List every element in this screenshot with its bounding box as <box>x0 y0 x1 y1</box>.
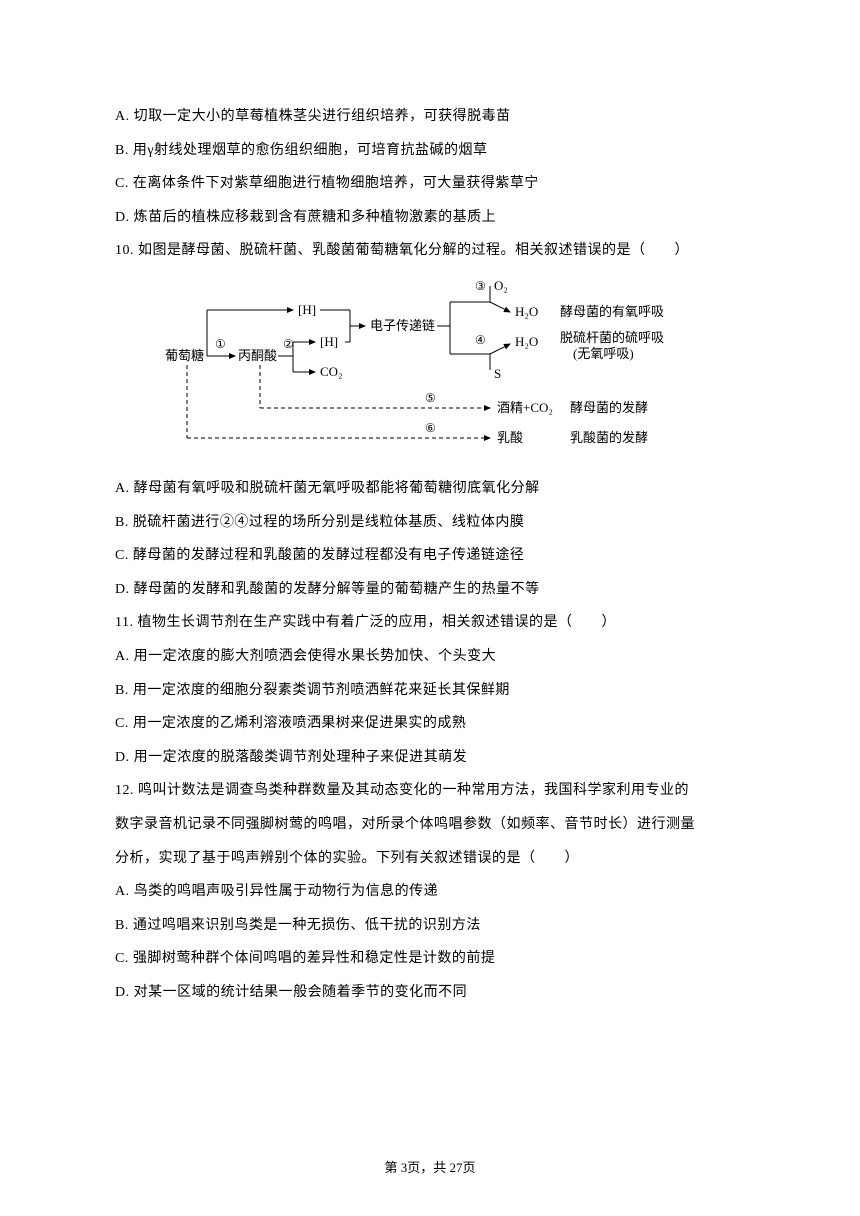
q11-stem: 11. 植物生长调节剂在生产实践中有着广泛的应用，相关叙述错误的是（ ） <box>115 606 745 640</box>
label-lactic: 乳酸 <box>497 430 523 445</box>
label-h2o-2: H₂O <box>515 334 538 349</box>
q9-option-b: B. 用γ射线处理烟草的愈伤组织细胞，可培育抗盐碱的烟草 <box>115 134 745 168</box>
q12-option-d: D. 对某一区域的统计结果一般会随着季节的变化而不同 <box>115 976 745 1010</box>
page-footer: 第 3页，共 27页 <box>0 1157 860 1176</box>
label-pyruvate: 丙酮酸 <box>238 348 277 363</box>
label-glucose: 葡萄糖 <box>165 348 204 363</box>
label-r2: 脱硫杆菌的硫呼吸 <box>560 330 664 345</box>
label-h2o-1: H₂O <box>515 304 538 319</box>
label-r1: 酵母菌的有氧呼吸 <box>560 304 664 319</box>
q12-option-a: A. 鸟类的鸣唱声吸引异性属于动物行为信息的传递 <box>115 875 745 909</box>
q10-option-a: A. 酵母菌有氧呼吸和脱硫杆菌无氧呼吸都能将葡萄糖彻底氧化分解 <box>115 472 745 506</box>
q10-option-d: D. 酵母菌的发酵和乳酸菌的发酵分解等量的葡萄糖产生的热量不等 <box>115 573 745 607</box>
respiration-diagram: 葡萄糖 ① 丙酮酸 [H] ② [H] CO₂ 电子传递链 ③ O₂ H₂O <box>165 280 695 455</box>
label-h-top: [H] <box>298 302 316 317</box>
circled-1: ① <box>215 337 226 351</box>
label-o2: O₂ <box>494 280 508 293</box>
q9-option-c: C. 在离体条件下对紫草细胞进行植物细胞培养，可大量获得紫草宁 <box>115 167 745 201</box>
q9-option-a: A. 切取一定大小的草莓植株茎尖进行组织培养，可获得脱毒苗 <box>115 100 745 134</box>
label-r2b: (无氧呼吸) <box>573 346 634 361</box>
circled-5: ⑤ <box>425 391 436 405</box>
circled-4: ④ <box>475 333 486 347</box>
q10-option-c: C. 酵母菌的发酵过程和乳酸菌的发酵过程都没有电子传递链途径 <box>115 539 745 573</box>
label-r4: 乳酸菌的发酵 <box>570 430 648 445</box>
q10-stem: 10. 如图是酵母菌、脱硫杆菌、乳酸菌葡萄糖氧化分解的过程。相关叙述错误的是（ … <box>115 234 745 268</box>
q11-option-b: B. 用一定浓度的细胞分裂素类调节剂喷洒鲜花来延长其保鲜期 <box>115 674 745 708</box>
label-r3: 酵母菌的发酵 <box>570 400 648 415</box>
circled-3: ③ <box>475 280 486 293</box>
label-co2: CO₂ <box>320 364 343 379</box>
label-h-mid: [H] <box>320 334 338 349</box>
label-s: S <box>494 366 501 381</box>
q11-option-a: A. 用一定浓度的膨大剂喷洒会使得水果长势加快、个头变大 <box>115 640 745 674</box>
q12-stem-l2: 数字录音机记录不同强脚树莺的鸣唱，对所录个体鸣唱参数（如频率、音节时长）进行测量 <box>115 808 745 842</box>
label-alcohol: 酒精+CO₂ <box>497 400 553 415</box>
q12-stem-l3: 分析，实现了基于鸣声辨别个体的实验。下列有关叙述错误的是（ ） <box>115 842 745 876</box>
q10-option-b: B. 脱硫杆菌进行②④过程的场所分别是线粒体基质、线粒体内膜 <box>115 506 745 540</box>
q12-option-b: B. 通过鸣唱来识别鸟类是一种无损伤、低干扰的识别方法 <box>115 909 745 943</box>
q11-option-c: C. 用一定浓度的乙烯利溶液喷洒果树来促进果实的成熟 <box>115 707 745 741</box>
q12-option-c: C. 强脚树莺种群个体间鸣唱的差异性和稳定性是计数的前提 <box>115 942 745 976</box>
circled-6: ⑥ <box>425 421 436 435</box>
q10-diagram: 葡萄糖 ① 丙酮酸 [H] ② [H] CO₂ 电子传递链 ③ O₂ H₂O <box>165 280 695 460</box>
q11-option-d: D. 用一定浓度的脱落酸类调节剂处理种子来促进其萌发 <box>115 741 745 775</box>
circled-2: ② <box>283 337 294 351</box>
label-etc: 电子传递链 <box>370 318 435 333</box>
q9-option-d: D. 炼苗后的植株应移栽到含有蔗糖和多种植物激素的基质上 <box>115 201 745 235</box>
q12-stem-l1: 12. 鸣叫计数法是调查鸟类种群数量及其动态变化的一种常用方法，我国科学家利用专… <box>115 774 745 808</box>
